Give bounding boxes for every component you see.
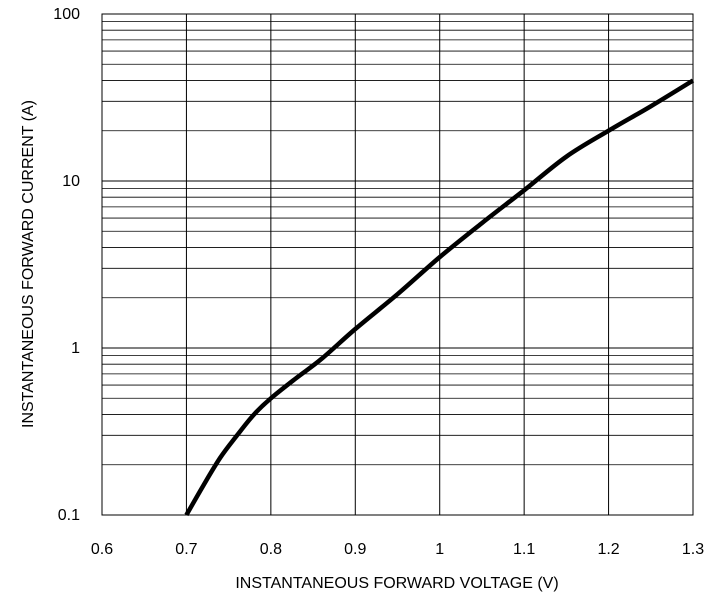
grid	[102, 14, 693, 515]
x-axis-title: INSTANTANEOUS FORWARD VOLTAGE (V)	[235, 575, 558, 592]
x-tick-label: 0.8	[260, 541, 282, 558]
y-tick-label: 1	[71, 340, 80, 357]
y-tick-label: 0.1	[58, 507, 80, 524]
x-tick-label: 0.9	[344, 541, 366, 558]
x-tick-label: 1.3	[682, 541, 704, 558]
x-tick-label: 1.1	[513, 541, 535, 558]
x-tick-label: 1.2	[597, 541, 619, 558]
y-tick-label: 10	[62, 173, 80, 190]
y-tick-labels: 0.1 1 10 100	[53, 6, 80, 524]
y-tick-label: 100	[53, 6, 80, 23]
x-tick-label: 1	[435, 541, 444, 558]
x-tick-label: 0.6	[91, 541, 113, 558]
plot-frame	[102, 14, 693, 515]
x-tick-labels: 0.6 0.7 0.8 0.9 1 1.1 1.2 1.3	[91, 541, 704, 558]
x-tick-label: 0.7	[175, 541, 197, 558]
y-axis-title: INSTANTANEOUS FORWARD CURRENT (A)	[20, 100, 37, 428]
